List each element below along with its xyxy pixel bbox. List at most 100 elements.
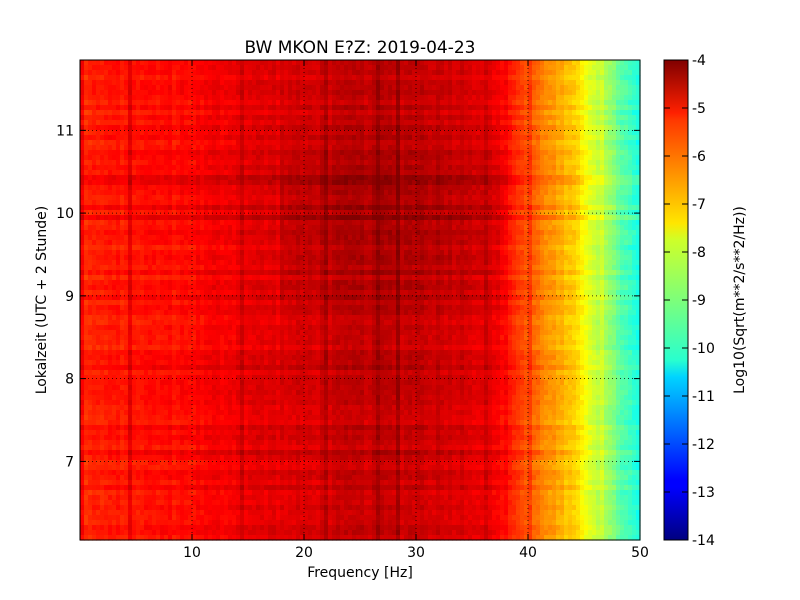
heatmap-cell [600,140,605,146]
heatmap-cell [140,205,145,211]
heatmap-cell [480,215,485,221]
heatmap-cell [448,110,453,116]
heatmap-cell [176,85,181,91]
heatmap-cell [160,145,165,151]
heatmap-cell [124,145,129,151]
heatmap-cell [536,225,541,231]
heatmap-cell [584,80,589,86]
heatmap-cell [124,90,129,96]
heatmap-cell [404,150,409,156]
heatmap-cell [216,235,221,241]
heatmap-cell [100,130,105,136]
heatmap-cell [164,70,169,76]
heatmap-cell [316,155,321,161]
heatmap-cell [356,165,361,171]
heatmap-cell [548,85,553,91]
heatmap-cell [180,90,185,96]
heatmap-cell [284,130,289,136]
heatmap-cell [160,85,165,91]
heatmap-cell [636,160,641,166]
heatmap-cell [264,90,269,96]
heatmap-cell [376,235,381,241]
heatmap-cell [220,140,225,146]
heatmap-cell [388,135,393,141]
heatmap-cell [540,60,545,66]
heatmap-cell [372,225,377,231]
heatmap-cell [592,210,597,216]
heatmap-cell [520,75,525,81]
heatmap-cell [508,220,513,226]
heatmap-cell [340,155,345,161]
heatmap-cell [492,60,497,66]
heatmap-cell [488,135,493,141]
heatmap-cell [172,195,177,201]
heatmap-cell [376,120,381,126]
heatmap-cell [544,215,549,221]
heatmap-cell [164,120,169,126]
heatmap-cell [356,135,361,141]
heatmap-cell [88,150,93,156]
heatmap-cell [364,160,369,166]
heatmap-cell [116,70,121,76]
heatmap-cell [484,130,489,136]
heatmap-cell [276,230,281,236]
heatmap-cell [460,155,465,161]
heatmap-cell [512,185,517,191]
heatmap-cell [340,170,345,176]
heatmap-cell [344,105,349,111]
heatmap-cell [580,90,585,96]
heatmap-cell [624,120,629,126]
heatmap-cell [248,200,253,206]
heatmap-cell [344,170,349,176]
heatmap-cell [480,160,485,166]
heatmap-cell [160,70,165,76]
heatmap-cell [484,215,489,221]
heatmap-cell [416,130,421,136]
heatmap-cell [188,70,193,76]
heatmap-cell [376,210,381,216]
heatmap-cell [272,105,277,111]
heatmap-cell [124,115,129,121]
heatmap-cell [164,95,169,101]
heatmap-cell [244,195,249,201]
heatmap-cell [576,205,581,211]
heatmap-cell [500,140,505,146]
heatmap-cell [252,200,257,206]
heatmap-cell [252,90,257,96]
heatmap-cell [564,140,569,146]
heatmap-cell [136,165,141,171]
heatmap-cell [232,205,237,211]
heatmap-cell [540,195,545,201]
heatmap-cell [352,185,357,191]
heatmap-cell [504,60,509,66]
heatmap-cell [460,185,465,191]
heatmap-cell [444,100,449,106]
heatmap-cell [356,100,361,106]
heatmap-cell [412,115,417,121]
heatmap-cell [240,190,245,196]
heatmap-cell [284,185,289,191]
heatmap-cell [436,190,441,196]
heatmap-cell [628,185,633,191]
heatmap-cell [464,105,469,111]
heatmap-cell [576,175,581,181]
heatmap-cell [608,155,613,161]
heatmap-cell [308,60,313,66]
heatmap-cell [584,215,589,221]
heatmap-cell [380,185,385,191]
heatmap-cell [112,65,117,71]
heatmap-cell [232,190,237,196]
heatmap-cell [196,235,201,241]
heatmap-cell [280,110,285,116]
heatmap-cell [552,130,557,136]
heatmap-cell [80,80,85,86]
heatmap-cell [544,185,549,191]
heatmap-cell [504,90,509,96]
heatmap-cell [296,85,301,91]
heatmap-cell [528,85,533,91]
heatmap-cell [160,180,165,186]
heatmap-cell [412,225,417,231]
heatmap-cell [360,120,365,126]
heatmap-cell [456,170,461,176]
heatmap-cell [428,150,433,156]
